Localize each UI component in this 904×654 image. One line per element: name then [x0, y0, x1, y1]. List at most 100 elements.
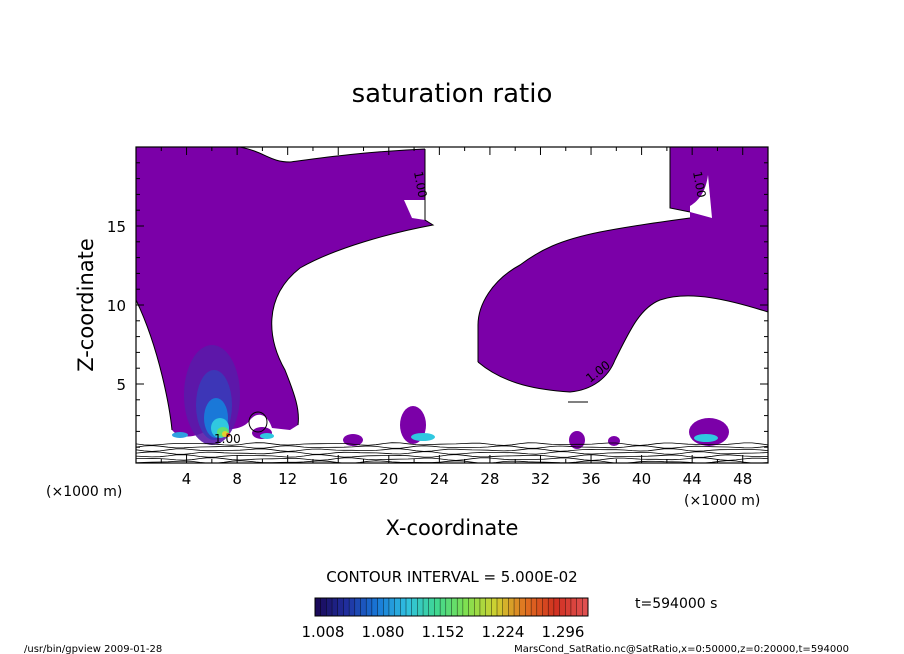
colorbar-cell [440, 598, 447, 616]
chart-title: saturation ratio [352, 79, 553, 109]
colorbar-cell [406, 598, 412, 616]
x-unit-label-right: (×1000 m) [684, 493, 760, 509]
colorbar-cell [394, 598, 401, 616]
colorbar-tick-label: 1.008 [302, 623, 345, 641]
colorbar-cell [525, 598, 532, 616]
high-ratio-core [260, 433, 274, 439]
x-tick-label: 40 [632, 470, 651, 488]
contour-lines [136, 147, 768, 433]
footer-left: /usr/bin/gpview 2009-01-28 [24, 644, 162, 654]
colorbar-cell [536, 598, 543, 616]
colorbar-cell [332, 598, 339, 616]
colorbar-cell [445, 598, 452, 616]
colorbar-cell [343, 598, 350, 616]
colorbar-cell [576, 598, 583, 616]
saturated-region-mid [478, 147, 768, 392]
colorbar-cell [479, 598, 486, 616]
colorbar-cell [417, 598, 424, 616]
surface-contour-line [136, 445, 768, 449]
high-ratio-core [411, 433, 435, 441]
cloud-blob [343, 434, 363, 446]
colorbar-cell [388, 598, 395, 616]
colorbar-cell [366, 598, 373, 616]
colorbar-tick-label: 1.080 [362, 623, 405, 641]
colorbar-cell [542, 598, 549, 616]
colorbar-cell [457, 598, 464, 616]
high-ratio-core [694, 434, 718, 442]
colorbar-cell [315, 598, 321, 616]
colorbar-cell [548, 598, 555, 616]
colorbar-cell [462, 598, 469, 616]
surface-contour-line [136, 442, 768, 446]
colorbar-tick-label: 1.224 [482, 623, 525, 641]
y-tick-label: 10 [107, 297, 126, 315]
high-ratio-core [172, 432, 188, 438]
colorbar-cell [474, 598, 481, 616]
contour-label: 1.00 [214, 432, 241, 446]
y-tick-labels: 5 10 15 [107, 218, 126, 394]
colorbar-cell [514, 598, 521, 616]
colorbar-cell [423, 598, 430, 616]
cloud-blob [608, 436, 620, 446]
colorbar-cell [565, 598, 572, 616]
colorbar-cell [485, 598, 492, 616]
x-tick-label: 20 [379, 470, 398, 488]
unsaturated-gap-right [690, 175, 712, 218]
x-tick-label: 44 [683, 470, 702, 488]
x-tick-label: 4 [182, 470, 192, 488]
contour-label: 1.00 [411, 170, 429, 199]
x-unit-label-left: (×1000 m) [46, 484, 122, 500]
colorbar-cell [553, 598, 560, 616]
colorbar-cell [497, 598, 503, 616]
colorbar-cell [531, 598, 538, 616]
colorbar-cell [411, 598, 418, 616]
colorbar-cell [519, 598, 526, 616]
colorbar-cell [383, 598, 390, 616]
colorbar-cell [468, 598, 475, 616]
colorbar-cell [508, 598, 515, 616]
x-tick-label: 36 [581, 470, 600, 488]
x-tick-label: 24 [430, 470, 449, 488]
colorbar-cell [400, 598, 407, 616]
x-tick-label: 12 [278, 470, 297, 488]
colorbar [314, 598, 589, 616]
y-axis-title: Z-coordinate [74, 238, 98, 372]
colorbar-tick-label: 1.296 [542, 623, 585, 641]
x-tick-label: 8 [232, 470, 242, 488]
colorbar-cell [349, 598, 356, 616]
colorbar-cell [360, 598, 367, 616]
colorbar-cell [570, 598, 577, 616]
x-tick-label: 16 [329, 470, 348, 488]
colorbar-tick-label: 1.152 [422, 623, 465, 641]
y-tick-label: 5 [116, 376, 126, 394]
high-ratio-core [226, 433, 230, 437]
colorbar-tick-labels: 1.008 1.080 1.152 1.224 1.296 [302, 623, 585, 641]
surface-contour-line [136, 460, 768, 463]
y-tick-label: 15 [107, 218, 126, 236]
x-axis-title: X-coordinate [386, 516, 519, 540]
surface-contour-line [136, 457, 768, 461]
colorbar-cell [337, 598, 344, 616]
colorbar-cell [377, 598, 384, 616]
surface-contour-line [136, 454, 768, 458]
x-tick-labels: 4 8 12 16 20 24 28 32 36 40 44 48 [182, 470, 752, 488]
surface-contour-band [136, 442, 768, 463]
colorbar-cell [434, 598, 441, 616]
colorbar-cell [320, 598, 327, 616]
time-label: t=594000 s [635, 596, 717, 612]
colorbar-cell [582, 598, 589, 616]
unsaturated-gap [404, 200, 425, 220]
colorbar-cell [451, 598, 458, 616]
colorbar-cell [428, 598, 435, 616]
contour-interval: CONTOUR INTERVAL = 5.000E-02 [326, 568, 577, 586]
plot-area [136, 147, 768, 463]
colorbar-cell [371, 598, 378, 616]
frame-ticks [135, 146, 769, 464]
saturated-region-left [136, 147, 433, 437]
colorbar-frame [314, 597, 589, 617]
x-tick-label: 32 [531, 470, 550, 488]
contour-label: 1.00 [690, 170, 708, 199]
colorbar-cell [354, 598, 361, 616]
x-tick-label: 28 [480, 470, 499, 488]
